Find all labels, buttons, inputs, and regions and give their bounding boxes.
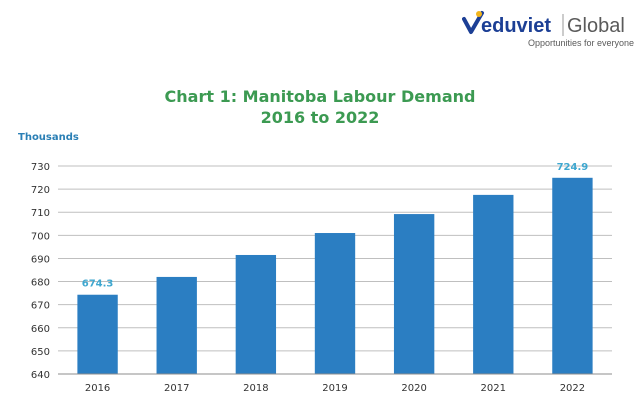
data-label-2022: 724.9 (557, 162, 589, 173)
y-tick-label: 710 (31, 208, 50, 219)
chart-title: Chart 1: Manitoba Labour Demand (165, 87, 476, 106)
x-tick-label: 2018 (243, 383, 268, 394)
x-tick-label: 2019 (322, 383, 347, 394)
y-tick-label: 700 (31, 231, 50, 242)
x-tick-label: 2020 (401, 383, 426, 394)
bar-2016 (77, 294, 118, 374)
bar-2019 (314, 233, 356, 374)
bar-2022 (552, 177, 593, 374)
y-tick-label: 660 (31, 324, 50, 335)
logo-checkmark-icon (462, 11, 484, 34)
x-tick-label: 2021 (481, 383, 506, 394)
x-axis-ticks: 2016 2017 2018 2019 2020 2021 2022 (85, 383, 585, 394)
data-labels: 674.3 724.9 (82, 162, 589, 290)
chart-subtitle: 2016 to 2022 (261, 108, 380, 127)
logo-dot-icon (476, 11, 482, 17)
logo-brand-global: Global (567, 15, 625, 37)
y-tick-label: 690 (31, 254, 50, 265)
bars (77, 177, 593, 374)
y-tick-label: 680 (31, 278, 50, 289)
data-label-2016: 674.3 (82, 279, 114, 290)
y-tick-label: 640 (31, 370, 50, 381)
y-axis-ticks: 640 650 660 670 680 690 700 710 720 730 (31, 162, 50, 381)
y-tick-label: 730 (31, 162, 50, 173)
y-axis-label: Thousands (18, 132, 79, 143)
logo-wordmark: eduviet Global (462, 11, 625, 37)
bar-2017 (156, 276, 197, 374)
x-tick-label: 2016 (85, 383, 110, 394)
bar-2020 (393, 214, 435, 374)
logo: eduviet Global Opportunities for everyon… (462, 10, 634, 50)
logo-brand-eduviet: eduviet (481, 15, 551, 37)
bar-2018 (235, 254, 277, 374)
y-tick-label: 720 (31, 185, 50, 196)
bar-2021 (473, 194, 514, 374)
logo-tagline: Opportunities for everyone (528, 38, 635, 48)
x-tick-label: 2017 (164, 383, 189, 394)
y-tick-label: 670 (31, 301, 50, 312)
x-tick-label: 2022 (560, 383, 585, 394)
y-tick-label: 650 (31, 347, 50, 358)
